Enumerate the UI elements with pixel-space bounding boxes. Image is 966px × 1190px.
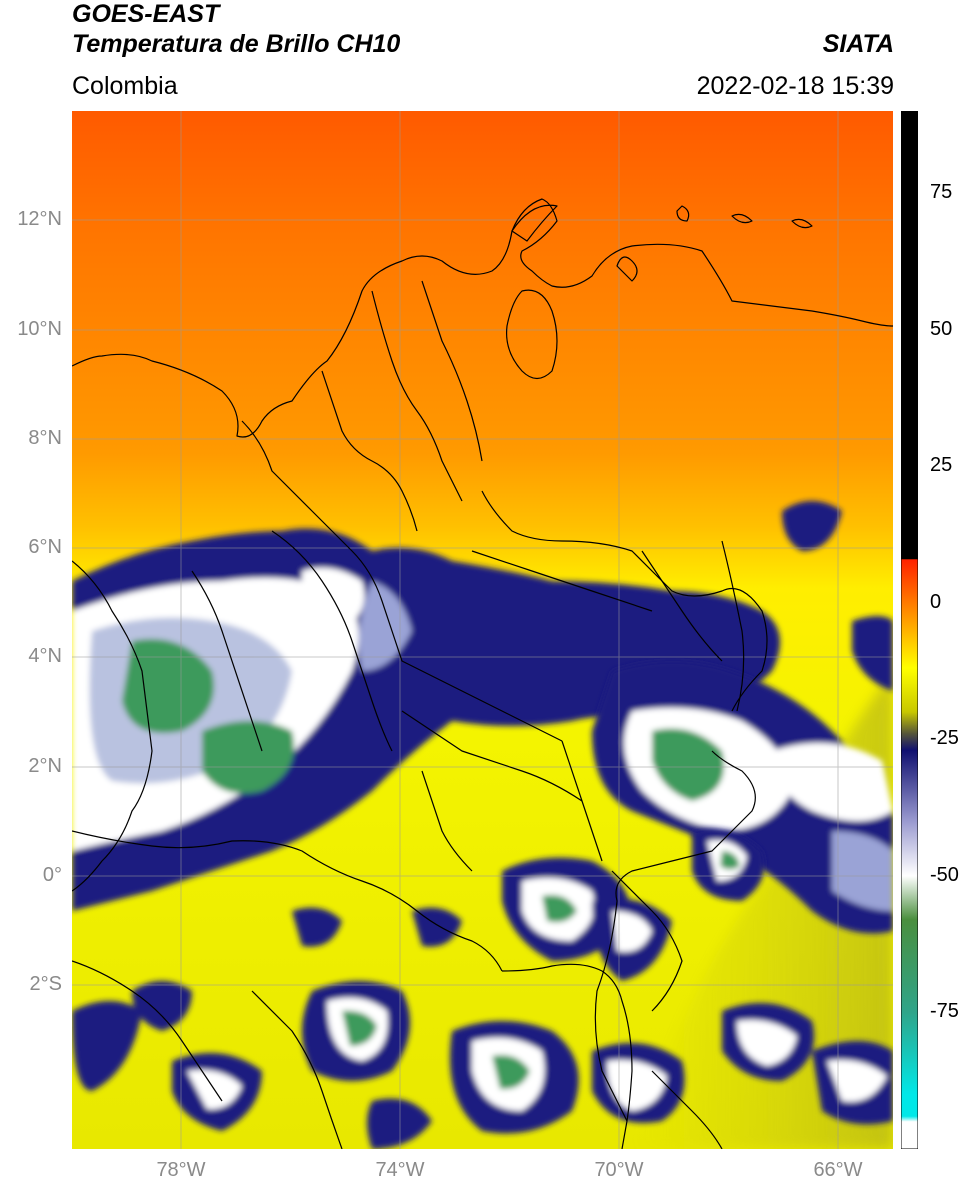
colorbar-tick-label: 75: [930, 180, 953, 203]
peru-border: [501, 963, 633, 1149]
lat-label-0: 0°: [42, 864, 62, 886]
lon-label-78w: 78°W: [156, 1159, 206, 1181]
product-title: Temperatura de Brillo CH10: [72, 30, 401, 58]
lon-label-74w: 74°W: [375, 1159, 425, 1181]
lat-label-12n: 12°N: [17, 208, 62, 230]
satellite-title: GOES-EAST: [72, 0, 220, 28]
lat-label-8n: 8°N: [28, 427, 62, 449]
lon-label-70w: 70°W: [594, 1159, 644, 1181]
colorbar-tick-label: 25: [930, 454, 953, 477]
colorbar-tick-label: 50: [930, 317, 953, 340]
lat-label-2s: 2°S: [29, 973, 62, 995]
guajira: [511, 204, 558, 242]
colorbar-tick-label: -25: [930, 727, 959, 750]
timestamp-label: 2022-02-18 15:39: [696, 72, 894, 100]
colorbar: [900, 110, 919, 1150]
agency-label: SIATA: [822, 30, 894, 58]
venezuela-east-border: [721, 540, 745, 712]
lat-label-2n: 2°N: [28, 755, 62, 777]
pacific-coast: [72, 560, 153, 892]
brazil-border: [594, 750, 756, 1122]
lon-label-66w: 66°W: [813, 1159, 863, 1181]
lat-label-10n: 10°N: [17, 318, 62, 340]
lat-label-4n: 4°N: [28, 645, 62, 667]
andes-divisions: [241, 420, 563, 742]
lat-label-6n: 6°N: [28, 536, 62, 558]
colorbar-tick-label: -75: [930, 1000, 959, 1023]
venezuela-border: [481, 490, 768, 712]
ecuador-border: [72, 830, 503, 972]
colorbar-tick-label: -50: [930, 863, 959, 886]
colorbar-tick-label: 0: [930, 590, 942, 613]
maracaibo-lake: [505, 289, 558, 380]
region-label: Colombia: [72, 72, 178, 100]
satellite-map[interactable]: [72, 111, 893, 1149]
